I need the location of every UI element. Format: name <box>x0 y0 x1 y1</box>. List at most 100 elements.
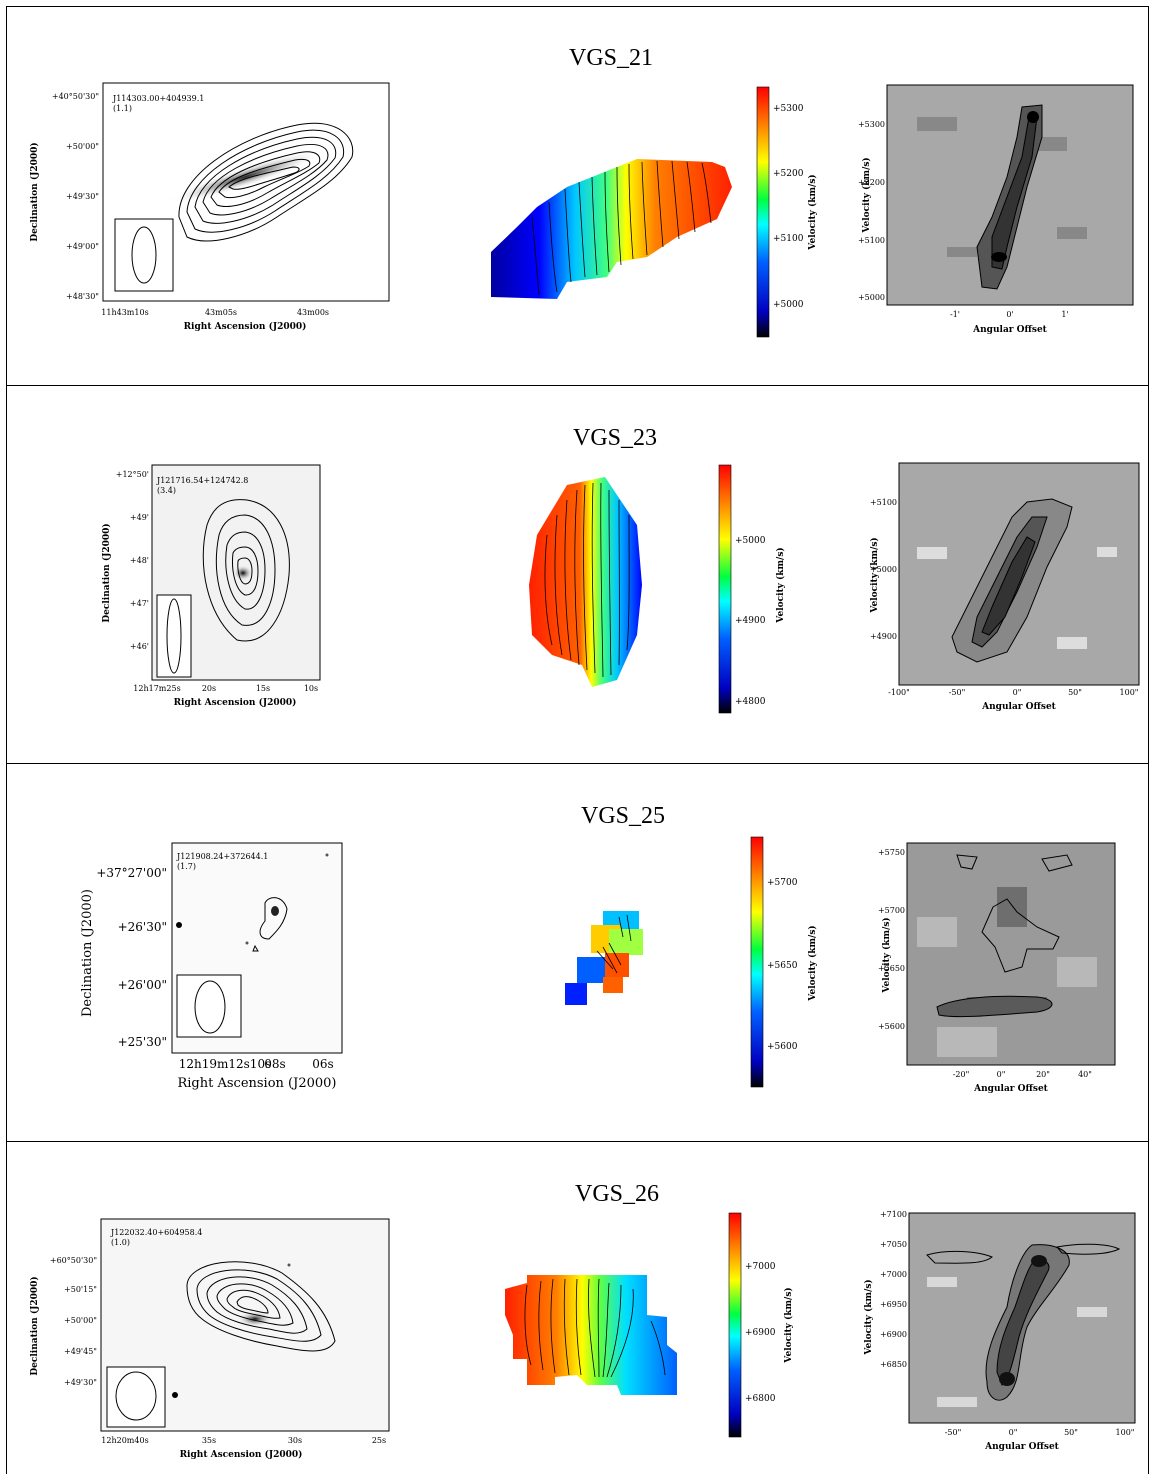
colorbar-tick: +5200 <box>773 169 804 179</box>
pv-xtick: 100" <box>1116 1428 1135 1437</box>
pv-ytick: +6850 <box>880 1360 907 1369</box>
dec-axis-label: Declination (J2000) <box>101 523 112 622</box>
colorbar-label: Velocity (km/s) <box>807 925 818 1001</box>
pv-xtick: 100" <box>1120 688 1139 697</box>
dec-tick: +50'15" <box>64 1285 97 1294</box>
pv-ytick: +5000 <box>870 565 897 574</box>
pv-diagram: +5750 +5700 +5650 +5600 -20" 0" 20" 40" … <box>878 842 1116 1094</box>
ra-axis-label: Right Ascension (J2000) <box>180 1449 303 1460</box>
pv-diagram: +5300 +5200 +5100 +5000 -1' 0' 1' Angula… <box>858 84 1134 335</box>
panel-row-vgs26: VGS_26 J122032.40+604958.4 (1.0) +60°50'… <box>6 1141 1149 1474</box>
dec-tick: +40°50'30" <box>52 92 99 101</box>
pv-diagram: +7100 +7050 +7000 +6950 +6900 +6850 -50"… <box>863 1210 1136 1452</box>
panel-row-vgs21: VGS_21 J114303.00+404939.1 (1.1) +40°50'… <box>6 6 1149 386</box>
hi-contour-map: J121908.24+372644.1 (1.7) +37°27'00" +26… <box>80 842 343 1091</box>
hi-contour-map: J122032.40+604958.4 (1.0) +60°50'30" +50… <box>29 1218 390 1460</box>
pv-ytick: +5000 <box>858 293 885 302</box>
pv-xtick: 50" <box>1064 1428 1078 1437</box>
dec-tick: +49'00" <box>66 242 99 251</box>
pv-ytick: +5200 <box>858 178 885 187</box>
ra-tick: 06s <box>312 1057 333 1071</box>
colorbar-label: Velocity (km/s) <box>783 1287 794 1363</box>
source-value: (1.1) <box>113 104 132 113</box>
pv-xtick: -50" <box>949 688 966 697</box>
pv-ytick: +6950 <box>880 1300 907 1309</box>
pv-ytick: +7100 <box>880 1210 907 1219</box>
pv-xtick: 0' <box>1006 310 1013 319</box>
colorbar-tick: +4900 <box>735 616 766 626</box>
pv-ytick: +5650 <box>878 964 905 973</box>
pv-ytick: +4900 <box>870 632 897 641</box>
ra-tick: 35s <box>202 1436 216 1445</box>
pv-ylabel: Velocity (km/s) <box>869 537 880 613</box>
colorbar-label: Velocity (km/s) <box>775 547 786 623</box>
dec-tick: +26'30" <box>118 920 167 934</box>
colorbar-tick: +6900 <box>745 1328 776 1338</box>
ra-tick: 30s <box>288 1436 302 1445</box>
dec-tick: +47' <box>130 599 149 608</box>
pv-ytick: +5750 <box>878 848 905 857</box>
panel-title: VGS_26 <box>575 1181 660 1207</box>
pv-ylabel: Velocity (km/s) <box>861 157 872 233</box>
dec-axis-label: Declination (J2000) <box>29 1276 40 1375</box>
ra-tick: 15s <box>256 684 270 693</box>
source-id: J121908.24+372644.1 <box>176 852 268 861</box>
dec-tick: +12°50' <box>116 470 149 479</box>
pv-xtick: 1' <box>1061 310 1068 319</box>
dec-tick: +37°27'00" <box>96 866 167 880</box>
dec-tick: +50'00" <box>66 142 99 151</box>
pv-ytick: +5100 <box>858 236 885 245</box>
source-value: (1.0) <box>111 1238 130 1247</box>
colorbar-tick: +4800 <box>735 697 766 707</box>
velocity-field: +5700 +5650 +5600 Velocity (km/s) <box>565 836 818 1088</box>
ra-tick: 25s <box>372 1436 386 1445</box>
dec-tick: +49'30" <box>64 1378 97 1387</box>
ra-axis-label: Right Ascension (J2000) <box>174 697 297 708</box>
pv-xtick: 0" <box>997 1070 1006 1079</box>
pv-ytick: +5300 <box>858 120 885 129</box>
ra-tick: 12h20m40s <box>101 1436 148 1445</box>
pv-xtick: 40" <box>1078 1070 1092 1079</box>
pv-ytick: +5100 <box>870 498 897 507</box>
ra-tick: 43m05s <box>205 308 237 317</box>
pv-xlabel: Angular Offset <box>972 325 1048 335</box>
velocity-field: +5300 +5200 +5100 +5000 Velocity (km/s) <box>491 86 818 338</box>
dec-tick: +60°50'30" <box>50 1256 97 1265</box>
source-value: (1.7) <box>177 862 196 871</box>
colorbar-tick: +5000 <box>735 536 766 546</box>
pv-xtick: 20" <box>1036 1070 1050 1079</box>
pv-xlabel: Angular Offset <box>981 702 1057 712</box>
dec-axis-label: Declination (J2000) <box>80 889 95 1017</box>
hi-contour-map: J114303.00+404939.1 (1.1) +40°50'30" +50… <box>29 82 390 332</box>
colorbar-tick: +5600 <box>767 1042 798 1052</box>
pv-xtick: -20" <box>953 1070 970 1079</box>
ra-tick: 12h19m12s10s <box>179 1057 272 1071</box>
source-value: (3.4) <box>157 486 176 495</box>
colorbar-tick: +6800 <box>745 1394 776 1404</box>
panel-row-vgs25: VGS_25 J121908.24+372644.1 (1.7) +37°27'… <box>6 763 1149 1142</box>
dec-tick: +49' <box>130 513 149 522</box>
pv-ytick: +7000 <box>880 1270 907 1279</box>
pv-xlabel: Angular Offset <box>973 1084 1049 1094</box>
panel-title: VGS_21 <box>569 45 654 71</box>
source-id: J122032.40+604958.4 <box>110 1228 202 1237</box>
pv-ytick: +5700 <box>878 906 905 915</box>
ra-tick: 08s <box>264 1057 285 1071</box>
pv-xtick: 50" <box>1068 688 1082 697</box>
dec-axis-label: Declination (J2000) <box>29 142 40 241</box>
colorbar-tick: +5000 <box>773 300 804 310</box>
pv-xtick: -1' <box>950 310 960 319</box>
pv-xtick: -100" <box>888 688 910 697</box>
velocity-field: +5000 +4900 +4800 Velocity (km/s) <box>529 464 786 714</box>
dec-tick: +50'00" <box>64 1316 97 1325</box>
colorbar-tick: +5100 <box>773 234 804 244</box>
pv-xtick: 0" <box>1013 688 1022 697</box>
panel-title: VGS_23 <box>573 425 658 451</box>
pv-xlabel: Angular Offset <box>984 1442 1060 1452</box>
ra-tick: 10s <box>304 684 318 693</box>
hi-contour-map: J121716.54+124742.8 (3.4) +12°50' +49' +… <box>101 464 321 708</box>
dec-tick: +48'30" <box>66 292 99 301</box>
ra-tick: 12h17m25s <box>133 684 180 693</box>
ra-tick: 43m00s <box>297 308 329 317</box>
pv-ylabel: Velocity (km/s) <box>863 1279 874 1355</box>
